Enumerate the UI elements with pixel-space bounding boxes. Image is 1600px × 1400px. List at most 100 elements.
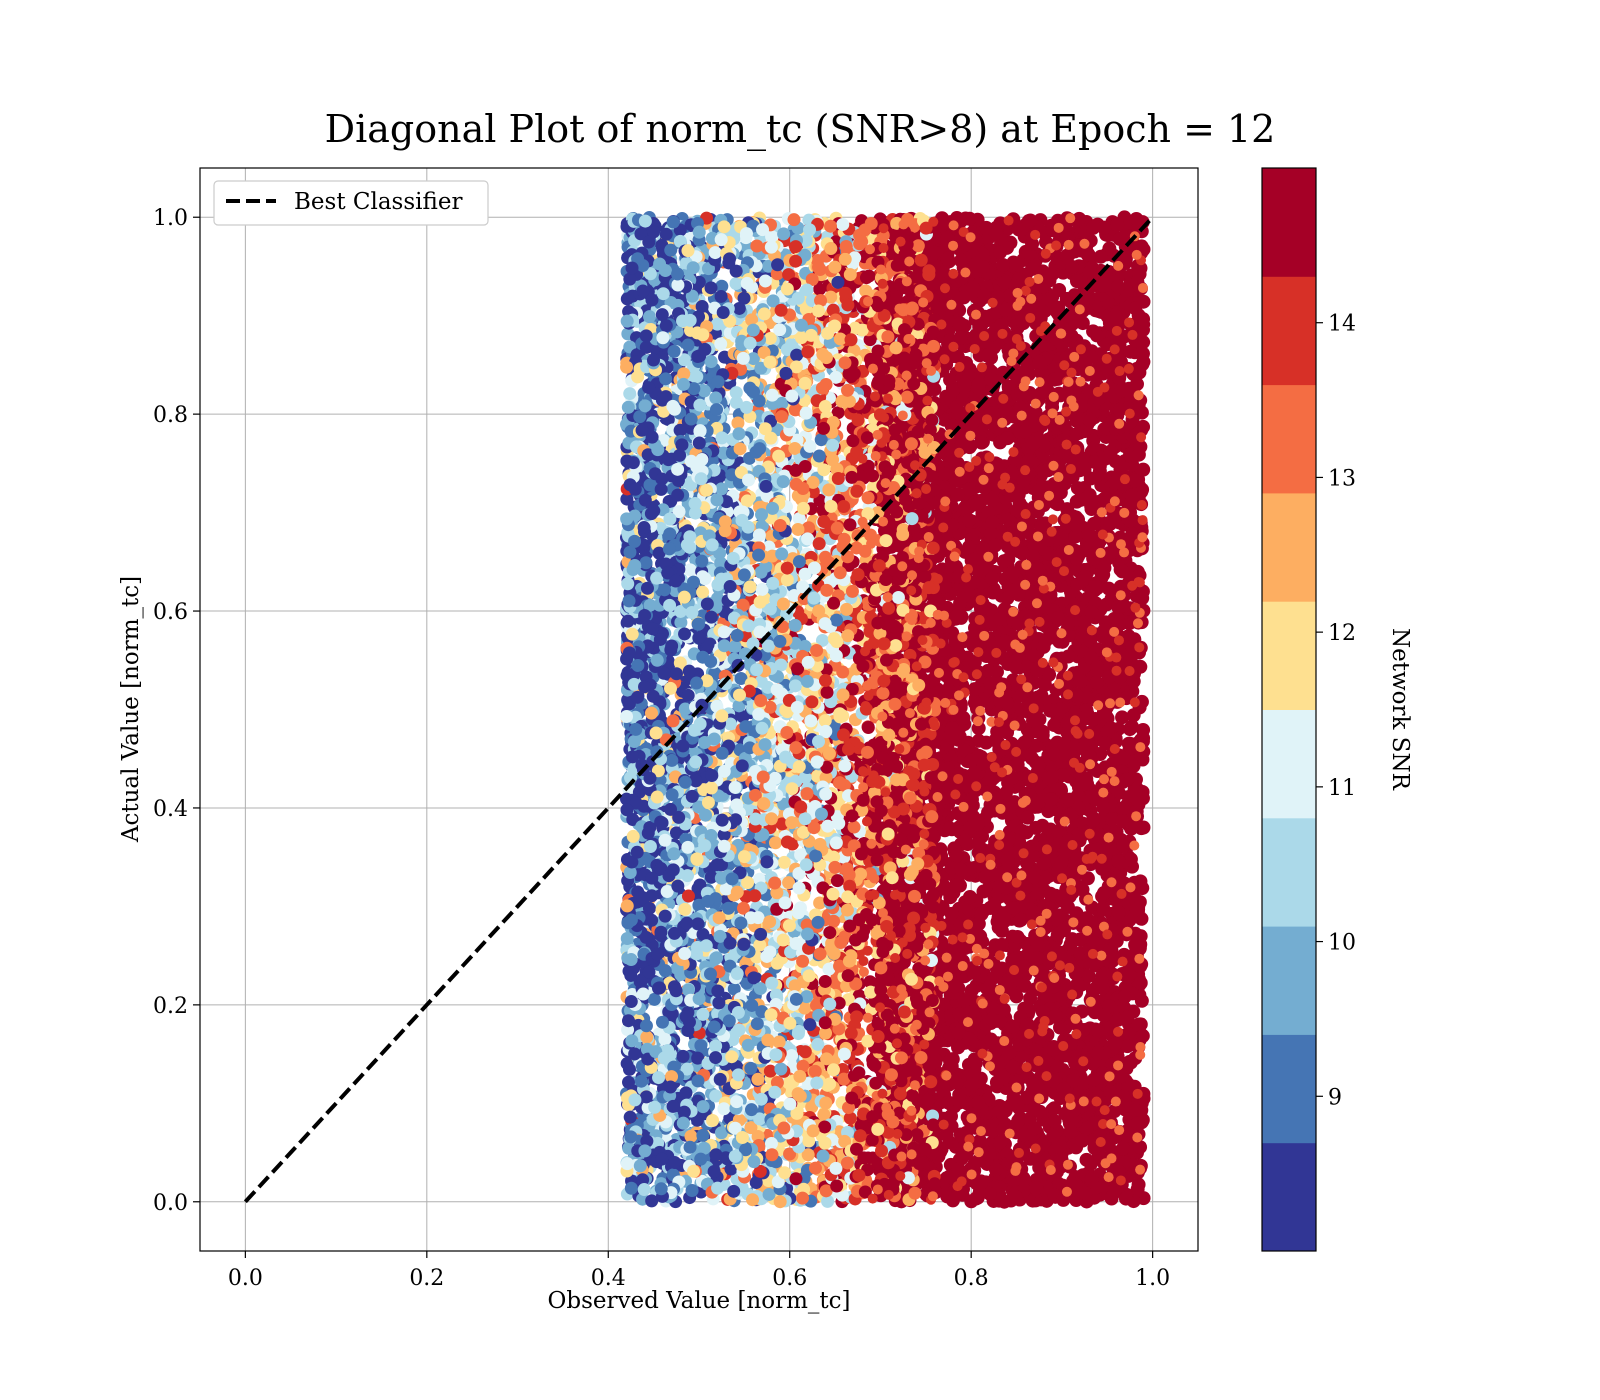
scatter-point xyxy=(1130,1116,1145,1131)
scatter-point xyxy=(1086,516,1101,531)
scatter-point xyxy=(1017,735,1032,750)
scatter-point xyxy=(1085,813,1100,828)
scatter-point xyxy=(966,964,981,979)
scatter-point xyxy=(1038,634,1053,649)
chart-title: Diagonal Plot of norm_tc (SNR>8) at Epoc… xyxy=(325,107,1276,152)
scatter-point xyxy=(1096,567,1111,582)
scatter-point xyxy=(1083,413,1098,428)
scatter-point xyxy=(1052,283,1067,298)
scatter-point xyxy=(1115,814,1130,829)
scatter-point xyxy=(996,554,1011,569)
scatter-point xyxy=(1029,1181,1044,1196)
scatter-point xyxy=(1130,1182,1145,1197)
scatter-point xyxy=(967,765,982,780)
scatter-point xyxy=(1128,301,1143,316)
scatter-point xyxy=(964,753,979,768)
scatter-point xyxy=(998,302,1013,317)
scatter-point xyxy=(1120,1010,1135,1025)
scatter-point xyxy=(969,497,984,512)
scatter-point xyxy=(993,245,1008,260)
scatter-points xyxy=(619,210,1151,1209)
scatter-point xyxy=(1057,737,1072,752)
scatter-point xyxy=(1006,566,1021,581)
scatter-point xyxy=(983,1032,998,1047)
scatter-point xyxy=(1114,1069,1129,1084)
scatter-point xyxy=(943,1054,958,1069)
scatter-point xyxy=(1005,1059,1020,1074)
scatter-point xyxy=(948,878,963,893)
scatter-point xyxy=(962,482,977,497)
scatter-point xyxy=(985,571,1000,586)
scatter-point xyxy=(966,280,981,295)
scatter-point xyxy=(987,897,1002,912)
scatter-point xyxy=(949,848,964,863)
scatter-point xyxy=(1021,214,1036,229)
scatter-point xyxy=(1107,475,1122,490)
scatter-point xyxy=(942,821,957,836)
scatter-point xyxy=(1043,267,1058,282)
scatter-point xyxy=(1108,309,1123,324)
scatter-point xyxy=(1074,574,1089,589)
scatter-point xyxy=(1032,1104,1047,1119)
scatter-point xyxy=(1009,660,1024,675)
scatter-point xyxy=(1097,623,1112,638)
scatter-point xyxy=(983,676,998,691)
scatter-point xyxy=(998,634,1013,649)
scatter-point xyxy=(992,612,1007,627)
scatter-point xyxy=(989,226,1004,241)
scatter-point xyxy=(993,1135,1008,1150)
scatter-point xyxy=(1118,1191,1133,1206)
scatter-point xyxy=(1110,217,1125,232)
scatter-point xyxy=(995,1106,1010,1121)
scatter-point xyxy=(1010,929,1025,944)
scatter-point xyxy=(1051,611,1066,626)
scatter-point xyxy=(1029,1043,1044,1058)
scatter-point xyxy=(1082,528,1097,543)
scatter-point xyxy=(1111,905,1126,920)
scatter-point xyxy=(979,735,994,750)
scatter-point xyxy=(994,938,1009,953)
scatter-point xyxy=(1093,249,1108,264)
scatter-point xyxy=(996,1002,1011,1017)
scatter-point xyxy=(1124,719,1139,734)
scatter-point xyxy=(1005,1019,1020,1034)
scatter-point xyxy=(963,889,978,904)
scatter-point xyxy=(1102,999,1117,1014)
scatter-point xyxy=(1082,265,1097,280)
scatter-point xyxy=(957,377,972,392)
scatter-point xyxy=(957,993,972,1008)
scatter-point xyxy=(1133,1140,1148,1155)
scatter-point xyxy=(1127,890,1142,905)
scatter-point xyxy=(995,258,1010,273)
scatter-point xyxy=(1108,1037,1123,1052)
scatter-point xyxy=(1135,1028,1150,1043)
scatter-point xyxy=(1096,886,1111,901)
scatter-point xyxy=(988,1162,1003,1177)
scatter-point xyxy=(1089,580,1104,595)
scatter-point xyxy=(1128,1103,1143,1118)
scatter-point xyxy=(956,710,971,725)
scatter-point xyxy=(1077,1185,1092,1200)
scatter-point xyxy=(1032,354,1047,369)
scatter-point xyxy=(1009,989,1024,1004)
scatter-point xyxy=(1046,1128,1061,1143)
scatter-point xyxy=(1136,354,1151,369)
scatter-point xyxy=(1013,912,1028,927)
scatter-point xyxy=(1008,1189,1023,1204)
scatter-point xyxy=(1131,447,1146,462)
scatter-point xyxy=(1096,800,1111,815)
scatter-point xyxy=(985,1012,1000,1027)
scatter-point xyxy=(965,1077,980,1092)
scatter-point xyxy=(945,383,960,398)
scatter-point xyxy=(1071,788,1086,803)
scatter-point xyxy=(1050,497,1065,512)
scatter-point xyxy=(1116,598,1131,613)
scatter-point xyxy=(1115,801,1130,816)
scatter-point xyxy=(1043,792,1058,807)
scatter-point xyxy=(937,466,952,481)
scatter-point xyxy=(1027,1121,1042,1136)
scatter-point xyxy=(1086,220,1101,235)
scatter-point xyxy=(1079,1152,1094,1167)
scatter-point xyxy=(1124,488,1139,503)
